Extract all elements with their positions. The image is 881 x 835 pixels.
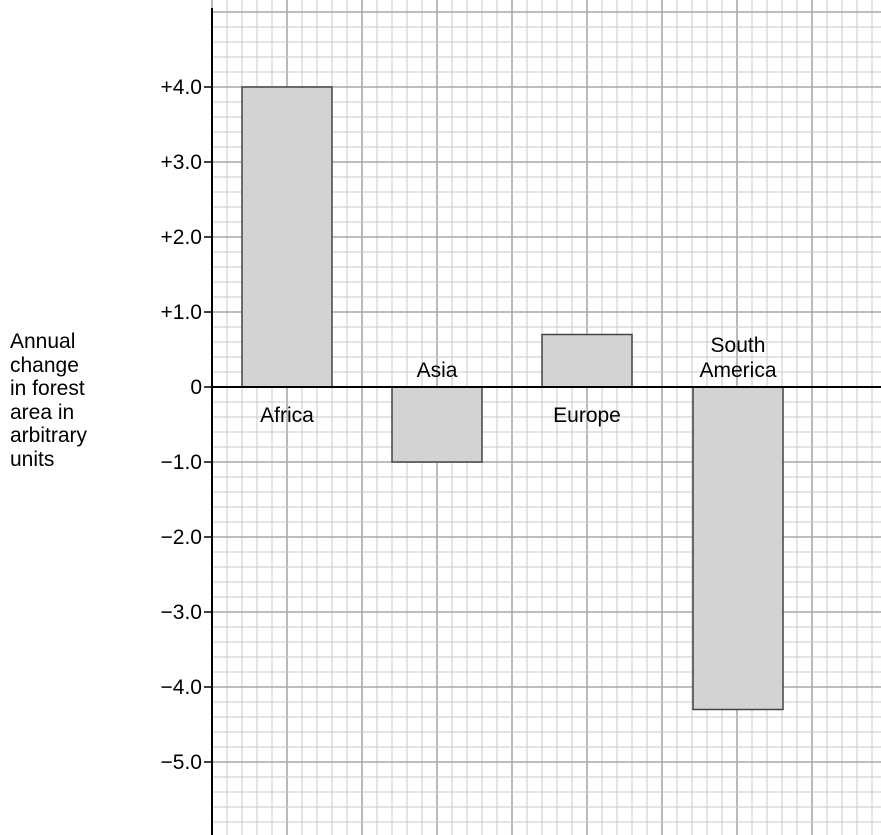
y-axis-label-line: arbitrary: [10, 424, 88, 447]
bar-europe: [541, 333, 633, 388]
category-label: Europe: [553, 404, 621, 427]
y-axis-label-line: Annual: [10, 330, 76, 353]
y-axis-label-line: area in: [10, 400, 75, 424]
category-label: South: [711, 334, 766, 357]
category-label: America: [699, 359, 776, 382]
bar-asia: [391, 386, 483, 463]
y-tick-label: +4.0: [161, 76, 202, 99]
bar-africa: [241, 86, 333, 388]
y-tick-label: −3.0: [161, 601, 202, 624]
y-tick-label: +1.0: [161, 301, 202, 324]
y-tick-label: −5.0: [161, 751, 202, 774]
y-tick-label: +2.0: [161, 226, 202, 249]
y-tick-label: −4.0: [161, 676, 202, 699]
y-axis-label: Annual change in forest area in arbitrar…: [10, 330, 140, 471]
y-axis-label-line: change: [10, 353, 79, 377]
y-axis-ticks: +4.0 +3.0 +2.0 +1.0 0 −1.0 −2.0 −3.0 −4.0 −5.0: [161, 76, 212, 774]
category-label: Africa: [260, 404, 314, 427]
y-tick-label: −2.0: [161, 526, 202, 549]
bar-south-america: [692, 386, 784, 711]
y-tick-label: +3.0: [161, 151, 202, 174]
y-axis-label-line: in forest: [10, 377, 85, 400]
category-label: Asia: [417, 359, 458, 382]
y-tick-label: 0: [190, 376, 202, 399]
y-axis-label-line: units: [10, 447, 55, 471]
y-tick-label: −1.0: [161, 451, 202, 474]
